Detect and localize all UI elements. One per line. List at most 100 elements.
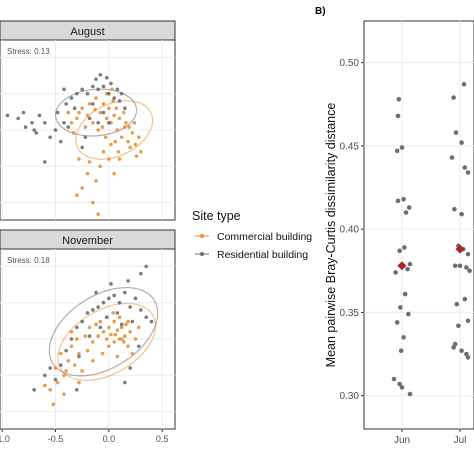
point-commercial: [51, 402, 56, 407]
point-commercial: [126, 139, 130, 144]
point-jun: [406, 311, 411, 317]
point-commercial: [119, 135, 124, 140]
point-commercial: [132, 120, 137, 125]
point-residential: [59, 139, 63, 144]
point-commercial: [119, 337, 124, 341]
point-commercial: [83, 334, 88, 338]
point-commercial: [87, 102, 92, 106]
point-jul: [461, 81, 467, 87]
legend: Site type Commercial building Residentia…: [192, 209, 312, 261]
point-commercial: [101, 149, 106, 154]
point-residential: [123, 106, 127, 111]
point-residential: [72, 106, 77, 111]
point-residential: [96, 305, 100, 309]
point-commercial: [117, 116, 122, 121]
point-commercial: [48, 388, 52, 392]
point-residential: [115, 87, 120, 92]
point-residential: [87, 334, 92, 338]
x-tick-label: 0.0: [103, 434, 116, 444]
point-residential: [53, 128, 58, 132]
point-residential: [43, 120, 47, 125]
point-jun: [398, 305, 403, 310]
point-residential: [104, 75, 109, 80]
point-commercial: [112, 319, 116, 324]
point-commercial: [126, 319, 130, 324]
point-commercial: [128, 329, 132, 334]
point-commercial: [87, 325, 92, 330]
point-residential: [119, 322, 124, 327]
point-residential: [75, 388, 79, 392]
y-tick-label: 0.35: [340, 308, 360, 319]
point-jul: [459, 211, 464, 217]
point-residential: [117, 300, 122, 305]
point-residential: [94, 77, 98, 81]
point-commercial: [124, 120, 128, 125]
point-commercial: [139, 149, 143, 154]
point-commercial: [123, 125, 127, 129]
point-residential: [144, 315, 148, 320]
legend-key-residential-point: [200, 252, 204, 256]
means-panel-b: [397, 244, 465, 271]
y-tick-label: 0.40: [340, 225, 360, 236]
x-tick-label: -1.0: [0, 434, 10, 444]
point-residential: [107, 120, 111, 125]
point-commercial: [66, 358, 71, 363]
point-commercial: [96, 212, 100, 216]
point-commercial: [100, 351, 105, 356]
x-tick-label-jul: Jul: [454, 435, 467, 446]
point-commercial: [80, 369, 84, 373]
point-commercial: [69, 329, 74, 334]
point-commercial: [115, 128, 120, 132]
point-jul: [462, 165, 468, 170]
point-residential: [66, 125, 71, 129]
point-commercial: [69, 344, 74, 349]
point-commercial: [93, 107, 97, 112]
point-commercial: [116, 149, 121, 154]
point-commercial: [72, 363, 77, 367]
point-jul: [449, 155, 455, 160]
points-november: [32, 264, 154, 407]
point-commercial: [69, 120, 74, 125]
point-residential: [101, 84, 106, 89]
mean-marker-jun: [397, 261, 407, 271]
point-residential: [32, 388, 36, 392]
x-axis-panel-a: -1.0 -0.5 0.0 0.5: [0, 429, 168, 444]
point-commercial: [62, 373, 66, 378]
point-residential: [77, 354, 81, 359]
point-residential: [55, 110, 60, 115]
point-jun: [394, 320, 400, 325]
x-tick-label: -0.5: [48, 434, 64, 444]
point-residential: [115, 311, 120, 315]
point-residential: [37, 113, 42, 118]
point-residential: [109, 81, 113, 86]
point-residential: [123, 380, 127, 385]
point-jun: [403, 210, 409, 215]
y-tick-label: 0.30: [340, 391, 360, 402]
point-residential: [87, 116, 92, 121]
point-residential: [117, 99, 122, 103]
point-jun: [396, 96, 402, 102]
point-jun: [399, 385, 405, 390]
point-residential: [91, 308, 95, 312]
point-commercial: [112, 340, 116, 344]
point-commercial: [80, 186, 84, 190]
point-commercial: [85, 348, 90, 353]
point-residential: [80, 319, 84, 324]
point-residential: [34, 131, 39, 135]
point-jul: [465, 355, 471, 360]
point-commercial: [59, 351, 63, 356]
point-residential: [112, 293, 116, 298]
point-residential: [5, 113, 10, 118]
point-jun: [398, 348, 404, 354]
y-tick-label: 0.45: [340, 141, 360, 152]
point-jun: [397, 381, 402, 387]
point-commercial: [136, 325, 141, 330]
point-jul: [465, 251, 471, 257]
point-commercial: [128, 145, 132, 150]
point-residential: [62, 87, 66, 92]
point-residential: [91, 84, 95, 89]
point-jun: [402, 291, 408, 297]
point-commercial: [107, 106, 111, 111]
point-residential: [98, 73, 103, 77]
point-commercial: [55, 380, 60, 385]
